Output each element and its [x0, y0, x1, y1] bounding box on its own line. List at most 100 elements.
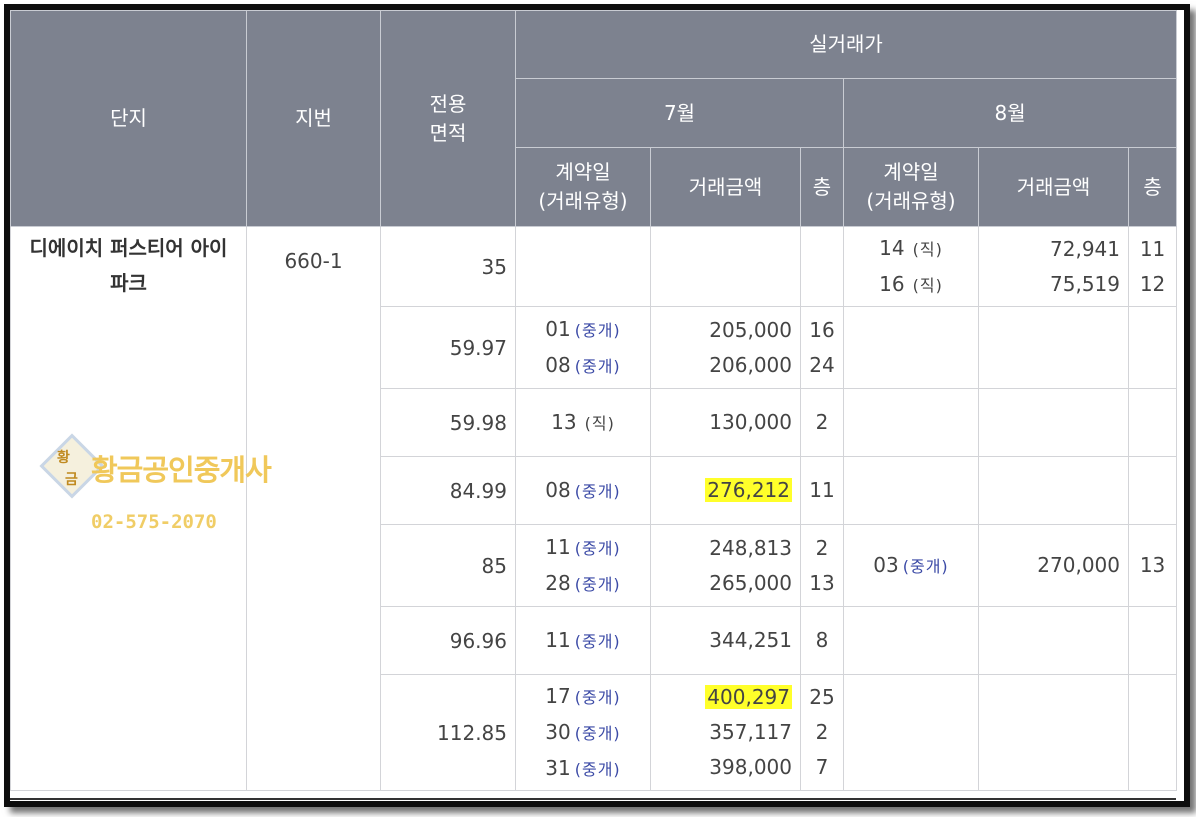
area-cell: 84.99	[380, 456, 516, 525]
amount: 75,519	[1050, 271, 1120, 296]
table-frame: 단지 지번 전용 면적 실거래가 7월 8월 계약일 (거래유형) 거래금액 층…	[4, 4, 1190, 807]
amount-line: 206,000	[651, 348, 792, 383]
floor: 12	[1139, 271, 1166, 296]
floor-cell-jul: 2	[800, 388, 844, 457]
amount: 206,000	[709, 352, 792, 377]
amount-line: 205,000	[651, 313, 792, 348]
amount-cell-jul: 276,212	[650, 456, 801, 525]
contract-date-cell-aug: 14 (직) 16 (직)	[843, 226, 979, 307]
contract-day: 17	[545, 683, 571, 708]
contract-date: 14 (직)	[844, 231, 978, 267]
floor-cell-aug	[1127, 674, 1178, 791]
contract-day: 01	[545, 316, 571, 341]
floor-cell-aug	[1127, 306, 1178, 389]
header-amount-august: 거래금액	[978, 147, 1129, 227]
area-cell: 35	[380, 226, 516, 307]
floor-cell-jul: 2 13	[800, 524, 844, 607]
bottom-divider	[10, 798, 1176, 800]
amount-cell-aug	[978, 388, 1129, 457]
contract-date-cell-aug	[843, 456, 979, 525]
area-cell: 59.97	[380, 306, 516, 389]
floor: 2	[815, 410, 829, 434]
area-cell: 59.98	[380, 388, 516, 457]
highlighted-amount: 276,212	[705, 478, 792, 502]
amount: 270,000	[1037, 553, 1120, 577]
trade-type: (직)	[584, 413, 615, 433]
amount-line: 270,000	[979, 548, 1120, 583]
contract-day: 11	[545, 627, 571, 652]
floor-cell-jul: 11	[800, 456, 844, 525]
trade-type: (중개)	[574, 723, 621, 743]
floor: 7	[815, 755, 829, 779]
trade-type: (중개)	[574, 356, 621, 376]
amount: 357,117	[709, 720, 792, 744]
floor: 2	[815, 720, 829, 744]
table-row: 85 11 (중개) 28 (중개) 248,813 265,000 2 13 03 (중개) 270…	[11, 524, 1178, 607]
complex-name: 디에이치 퍼스티어 아이파크	[29, 236, 228, 295]
contract-day: 16	[879, 271, 905, 296]
amount-cell-jul	[650, 226, 801, 307]
contract-date: 13 (직)	[516, 405, 650, 441]
trade-type: (중개)	[574, 687, 621, 707]
trade-type: (직)	[912, 275, 943, 295]
amount: 344,251	[709, 628, 792, 652]
amount-cell-aug: 72,941 75,519	[978, 226, 1129, 307]
header-real-price: 실거래가	[514, 10, 1178, 79]
contract-date-cell-jul: 11 (중개)	[515, 606, 651, 675]
header-contract-date-july: 계약일 (거래유형)	[515, 147, 651, 227]
contract-date: 03 (중개)	[844, 548, 978, 584]
area-cell: 112.85	[380, 674, 516, 791]
watermark-phone: 02-575-2070	[91, 511, 217, 533]
contract-day: 08	[545, 352, 571, 377]
amount-cell-jul: 400,297 357,117 398,000	[650, 674, 801, 791]
trade-type: (중개)	[902, 556, 949, 576]
amount-line: 248,813	[651, 531, 792, 566]
amount-cell-jul: 344,251	[650, 606, 801, 675]
floor-cell-jul: 8	[800, 606, 844, 675]
transaction-table: 단지 지번 전용 면적 실거래가 7월 8월 계약일 (거래유형) 거래금액 층…	[10, 10, 1178, 791]
floor-cell-jul	[800, 226, 844, 307]
trade-type: (중개)	[574, 538, 621, 558]
header-contract-date-august: 계약일 (거래유형)	[843, 147, 979, 227]
amount: 72,941	[1050, 236, 1120, 261]
header-floor-july: 층	[800, 147, 844, 227]
amount-cell-aug	[978, 456, 1129, 525]
contract-date: 11 (중개)	[516, 530, 650, 566]
amount: 398,000	[709, 755, 792, 779]
table-body: 디에이치 퍼스티어 아이파크 황 금 황금공인중개사 02-575-2070 660-1 3…	[10, 226, 1178, 791]
amount-line: 276,212	[651, 473, 792, 508]
amount-line: 75,519	[979, 267, 1120, 302]
contract-date-cell-aug: 03 (중개)	[843, 524, 979, 607]
table-row: 59.97 01 (중개) 08 (중개) 205,000 206,000 16 24	[11, 306, 1178, 389]
amount-cell-aug	[978, 606, 1129, 675]
floor: 11	[809, 478, 835, 502]
floor-cell-aug	[1127, 456, 1178, 525]
amount-line: 357,117	[651, 715, 792, 750]
contract-date-cell-jul: 01 (중개) 08 (중개)	[515, 306, 651, 389]
jibun-cell: 660-1	[246, 226, 381, 791]
contract-date-cell-aug	[843, 306, 979, 389]
contract-date: 01 (중개)	[516, 312, 650, 348]
contract-date: 28 (중개)	[516, 566, 650, 602]
contract-date: 31 (중개)	[516, 751, 650, 787]
table-row: 112.85 17 (중개) 30 (중개) 31 (중개) 400,297 357,117 39…	[11, 674, 1178, 791]
seal-text-bottom: 금	[65, 472, 78, 488]
floor-cell-jul: 25 2 7	[800, 674, 844, 791]
amount: 265,000	[709, 570, 792, 595]
area-cell: 96.96	[380, 606, 516, 675]
amount-cell-jul: 205,000 206,000	[650, 306, 801, 389]
trade-type: (중개)	[574, 759, 621, 779]
amount-cell-aug	[978, 674, 1129, 791]
trade-type: (중개)	[574, 481, 621, 501]
amount-cell-jul: 130,000	[650, 388, 801, 457]
watermark-logo: 황 금 황금공인중개사 02-575-2070	[39, 433, 272, 535]
trade-type: (직)	[912, 239, 943, 259]
floor: 8	[815, 628, 829, 652]
amount-line: 130,000	[651, 405, 792, 440]
header-month-august: 8월	[842, 78, 1178, 148]
floor-cell-aug	[1127, 606, 1178, 675]
contract-date: 17 (중개)	[516, 679, 650, 715]
floor: 16	[809, 317, 835, 342]
amount-cell-aug: 270,000	[978, 524, 1129, 607]
